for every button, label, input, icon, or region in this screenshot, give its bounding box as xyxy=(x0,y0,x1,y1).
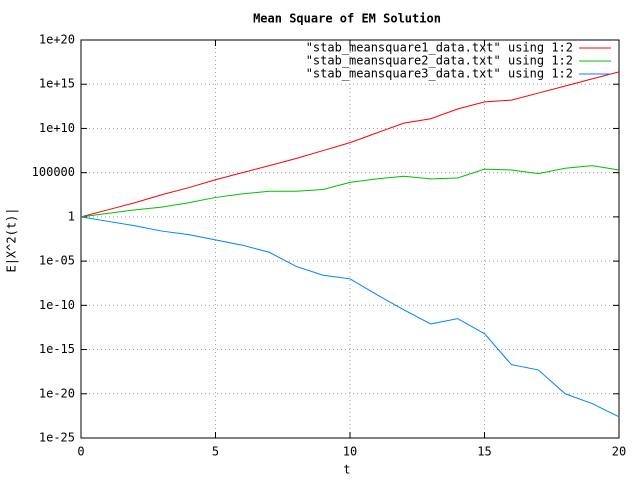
x-tick-label: 0 xyxy=(77,445,84,459)
y-tick-label: 1e-20 xyxy=(39,386,75,400)
y-tick-label: 1e+15 xyxy=(39,77,75,91)
y-tick-label: 1 xyxy=(68,209,75,223)
data-line xyxy=(80,165,620,218)
x-tick-label: 20 xyxy=(612,445,626,459)
y-axis-label: E|X^2(t)| xyxy=(5,207,19,272)
legend-label: "stab_meansquare1_data.txt" using 1:2 xyxy=(306,41,573,55)
data-line xyxy=(80,71,620,218)
data-line xyxy=(80,216,620,418)
x-axis-label: t xyxy=(343,463,350,477)
y-tick-label: 1e+20 xyxy=(39,33,75,47)
chart-title: Mean Square of EM Solution xyxy=(253,12,441,26)
y-tick-label: 1e+10 xyxy=(39,121,75,135)
y-tick-label: 1e-05 xyxy=(39,254,75,268)
y-tick-label: 1e-15 xyxy=(39,342,75,356)
legend-label: "stab_meansquare3_data.txt" using 1:2 xyxy=(306,67,573,81)
legend-label: "stab_meansquare2_data.txt" using 1:2 xyxy=(306,54,573,68)
x-tick-label: 15 xyxy=(477,445,491,459)
y-tick-label: 1e-10 xyxy=(39,298,75,312)
y-tick-label: 1e-25 xyxy=(39,431,75,445)
x-tick-label: 10 xyxy=(343,445,357,459)
x-tick-label: 5 xyxy=(212,445,219,459)
y-tick-label: 100000 xyxy=(32,165,75,179)
plot-border xyxy=(80,39,620,439)
